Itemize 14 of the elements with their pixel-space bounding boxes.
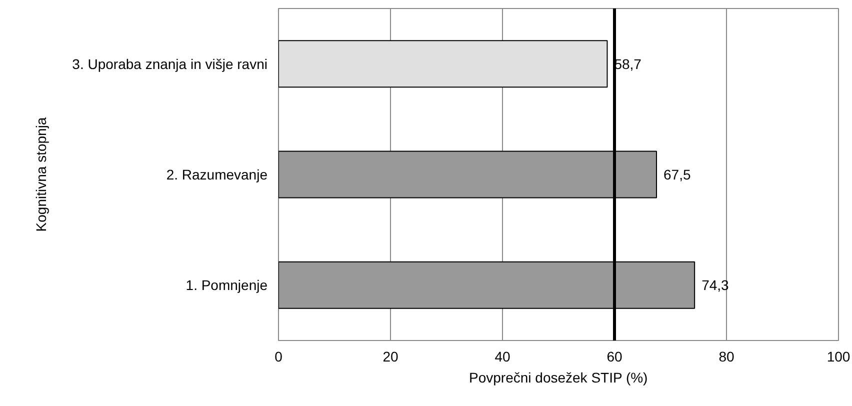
y-tick-label: 1. Pomnjenje	[186, 277, 268, 294]
x-tick-label: 20	[382, 348, 398, 364]
data-label: 67,5	[664, 166, 691, 182]
data-label: 74,3	[702, 277, 730, 294]
bar	[278, 40, 608, 88]
y-tick-label: 3. Uporaba znanja in višje ravni	[72, 56, 268, 72]
x-axis-title: Povprečni dosežek STIP (%)	[469, 370, 648, 386]
y-axis-title: Kognitivna stopnja	[33, 117, 50, 232]
x-tick-label: 0	[274, 348, 283, 364]
y-tick-label: 2. Razumevanje	[166, 166, 268, 182]
x-tick-label: 100	[826, 348, 850, 364]
x-tick-label: 60	[606, 348, 622, 364]
x-tick-label: 80	[718, 348, 734, 364]
x-tick-label: 40	[494, 348, 510, 364]
